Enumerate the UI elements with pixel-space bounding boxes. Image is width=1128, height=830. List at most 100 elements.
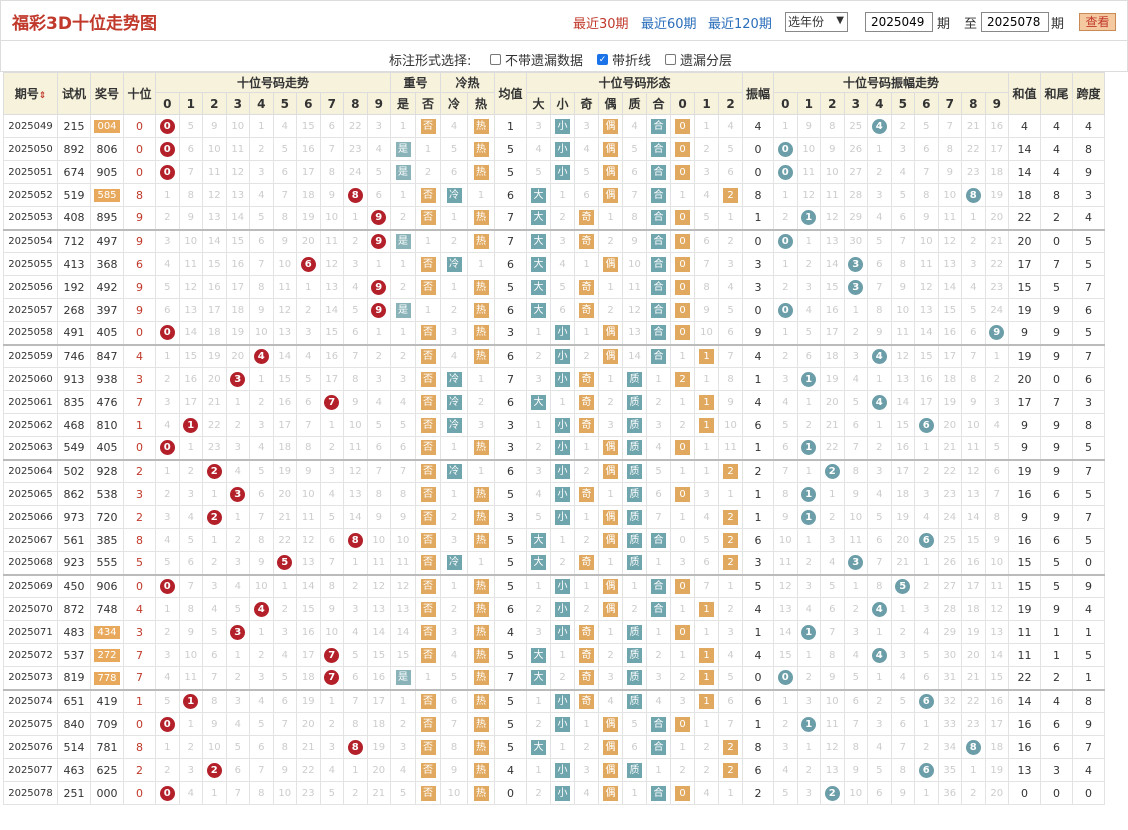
year-select[interactable]: 选年份 ▼ — [785, 12, 848, 32]
trend-miss: 4 — [281, 120, 288, 132]
form-cell: 0 — [670, 114, 695, 138]
form-cell: 10 — [622, 252, 647, 276]
span-cell: 5 — [1072, 228, 1105, 253]
form-cell: 奇 — [574, 298, 599, 322]
heat-value: 热 — [473, 509, 489, 525]
heat-value: 热 — [473, 785, 489, 801]
amp-miss: 4 — [923, 626, 930, 638]
ten-digit-cell: 2 — [123, 505, 156, 529]
form-cell: 1 — [646, 758, 671, 782]
amplitude-cell: 0 — [742, 298, 774, 322]
form-value: 1 — [699, 647, 714, 663]
trend-miss: 14 — [278, 350, 292, 362]
recent-120-link[interactable]: 最近120期 — [708, 17, 772, 32]
amp-ball: 1 — [801, 624, 817, 640]
repeat-value: 否 — [420, 394, 436, 410]
prize-number: 778 — [94, 671, 120, 685]
form-value: 1 — [559, 741, 566, 753]
trend-miss: 17 — [301, 649, 315, 661]
checkbox-icon[interactable] — [490, 54, 501, 65]
header-issue[interactable]: 期号⇕ — [3, 72, 58, 115]
ten-digit-cell: 5 — [123, 551, 156, 575]
repeat-cell: 否 — [415, 712, 441, 736]
checkbox-icon[interactable] — [665, 54, 676, 65]
form-value: 1 — [679, 350, 686, 362]
amp-miss: 12 — [966, 465, 980, 477]
form-value: 0 — [675, 118, 690, 134]
amp-miss: 34 — [943, 741, 957, 753]
recent-60-link[interactable]: 最近60期 — [641, 17, 697, 32]
form-cell: 偶 — [598, 781, 623, 805]
option-layer[interactable]: 遗漏分层 — [665, 50, 732, 69]
trend-cell: 4 — [343, 275, 368, 299]
trend-cell: 9 — [272, 228, 297, 253]
trend-miss: 9 — [211, 120, 218, 132]
amp-trend-cell: 6 — [843, 688, 868, 713]
heat-cell: 冷 — [440, 551, 468, 575]
repeat-cell: 13 — [390, 597, 416, 621]
trend-cell: 21 — [202, 390, 227, 414]
trend-miss: 4 — [211, 603, 218, 615]
amp-miss: 14 — [778, 626, 792, 638]
trend-cell: 20 — [272, 482, 297, 506]
option-line[interactable]: ✓ 带折线 — [597, 50, 651, 69]
trend-miss: 6 — [258, 488, 265, 500]
sort-icon[interactable]: ⇕ — [38, 91, 47, 101]
trend-cell: 1 — [202, 781, 227, 805]
form-cell: 1 — [718, 573, 743, 598]
form-value: 合 — [651, 578, 666, 594]
repeat-value: 2 — [399, 212, 407, 224]
trend-cell: 20 — [225, 343, 250, 368]
trend-miss: 2 — [234, 534, 241, 546]
trend-ball: 5 — [277, 555, 293, 571]
table-row: 2025049 215 004 0 0 5 9 10 1 4 15 6 22 3 1 否 4 热 1 3 小 3 偶 4 合 0 1… — [3, 114, 1105, 138]
heat-value: 1 — [477, 258, 485, 270]
trend-miss: 3 — [305, 327, 312, 339]
form-cell: 质 — [622, 620, 647, 644]
trend-miss: 1 — [164, 603, 171, 615]
amp-trend-cell: 3 — [843, 252, 868, 276]
form-value: 小 — [555, 578, 570, 594]
form-cell: 0 — [670, 482, 695, 506]
amp-miss: 12 — [825, 741, 839, 753]
table-row: 2025055 413 368 6 4 11 15 16 7 10 6 12 3 1 1 否冷 1 6 大 4 1 偶 10… — [3, 252, 1105, 276]
test-number-cell: 450 — [57, 573, 91, 598]
amp-trend-cell: 6 — [890, 712, 915, 736]
repeat-cell: 否 — [415, 390, 441, 414]
amp-miss: 26 — [943, 557, 957, 569]
table-row: 2025074 651 419 1 5 1 8 3 4 6 19 1 7 17 1 否 6 热 5 1 小奇 4 质 4 3 1 6… — [3, 688, 1105, 713]
repeat-value: 否 — [420, 486, 436, 502]
ten-digit-cell: 1 — [123, 413, 156, 437]
trend-miss: 1 — [258, 373, 265, 385]
repeat-cell: 否 — [415, 643, 441, 667]
form-value: 偶 — [603, 762, 618, 778]
issue-cell: 2025070 — [3, 597, 58, 621]
amp-trend-cell: 9 — [984, 321, 1009, 345]
trend-miss: 22 — [278, 534, 292, 546]
end-issue-input[interactable] — [981, 12, 1049, 32]
trend-cell: 8 — [343, 367, 368, 391]
trend-miss: 15 — [231, 235, 245, 247]
sum-cell: 15 — [1008, 551, 1041, 575]
checkbox-checked-icon[interactable]: ✓ — [597, 54, 608, 65]
amp-miss: 5 — [899, 695, 906, 707]
form-cell: 小 — [550, 688, 575, 713]
start-issue-input[interactable] — [865, 12, 933, 32]
subheader-digits: 7 — [319, 92, 344, 115]
amp-trend-cell: 31 — [937, 666, 962, 690]
recent-30-link[interactable]: 最近30期 — [573, 17, 629, 32]
form-value: 2 — [703, 143, 710, 155]
amp-miss: 22 — [990, 258, 1004, 270]
form-cell: 2 — [598, 643, 623, 667]
trend-cell: 16 — [225, 252, 250, 276]
form-value: 3 — [535, 120, 542, 132]
form-value: 1 — [655, 626, 662, 638]
span-cell: 3 — [1072, 183, 1105, 207]
form-value: 2 — [631, 603, 638, 615]
amp-miss: 16 — [943, 327, 957, 339]
trend-cell: 2 — [366, 343, 391, 368]
option-no-missing[interactable]: 不带遗漏数据 — [490, 50, 583, 69]
search-button[interactable]: 查看 — [1079, 13, 1116, 31]
issue-cell: 2025068 — [3, 551, 58, 575]
form-cell: 大 — [526, 183, 551, 207]
